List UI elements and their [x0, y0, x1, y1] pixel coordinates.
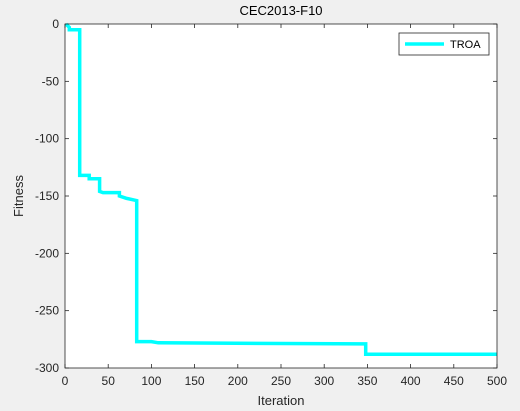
x-tick-label: 0 — [62, 374, 69, 388]
x-tick-label: 450 — [444, 374, 464, 388]
series-line-troa — [64, 22, 497, 356]
plot-area — [65, 24, 497, 368]
legend-label-troa: TROA — [450, 39, 481, 51]
x-tick-label: 150 — [185, 374, 205, 388]
y-tick-label: -200 — [35, 246, 59, 260]
x-axis-label: Iteration — [258, 393, 305, 408]
y-tick-label: -150 — [35, 189, 59, 203]
y-axis-label: Fitness — [11, 175, 26, 217]
y-axis-ticks: 0 -50 -100 -150 -200 -250 -300 — [35, 17, 497, 375]
x-tick-label: 100 — [141, 374, 161, 388]
x-tick-label: 300 — [314, 374, 334, 388]
x-tick-label: 200 — [228, 374, 248, 388]
y-tick-label: -250 — [35, 304, 59, 318]
x-tick-label: 400 — [401, 374, 421, 388]
plot-frame — [64, 23, 498, 369]
chart-title: CEC2013-F10 — [239, 3, 322, 18]
series-layer — [64, 22, 497, 356]
y-tick-label: -300 — [35, 361, 59, 375]
y-tick-label: -100 — [35, 132, 59, 146]
x-tick-label: 350 — [357, 374, 377, 388]
x-axis-ticks: 0 50 100 150 200 250 300 350 400 450 500 — [62, 24, 507, 388]
x-tick-label: 250 — [271, 374, 291, 388]
x-tick-label: 500 — [487, 374, 507, 388]
legend: TROA — [398, 32, 490, 56]
y-tick-label: -50 — [42, 74, 60, 88]
y-tick-label: 0 — [52, 17, 59, 31]
x-tick-label: 50 — [102, 374, 116, 388]
